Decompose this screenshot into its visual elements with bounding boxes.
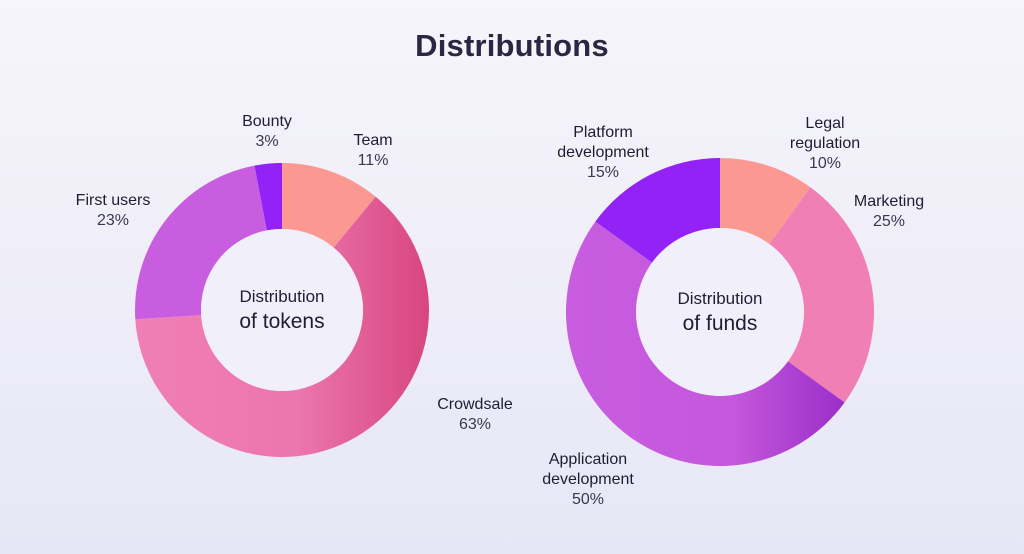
donut-hole <box>636 228 804 396</box>
page-title: Distributions <box>415 28 609 63</box>
donut-funds <box>565 158 874 466</box>
label-marketing: Marketing 25% <box>854 192 924 232</box>
label-crowdsale-name: Crowdsale <box>437 396 513 413</box>
label-team-pct: 11% <box>357 152 389 169</box>
slice-bounty <box>254 163 282 231</box>
center-tokens-line1: Distribution <box>239 287 325 306</box>
label-app-line1: Application development <box>542 451 634 488</box>
slice-team <box>282 163 376 248</box>
label-team: Team 11% <box>353 131 392 171</box>
label-legal-line1: Legal regulation <box>789 115 861 152</box>
label-bounty-pct: 3% <box>255 133 279 150</box>
label-first-users: First users 23% <box>76 191 151 231</box>
slice-platform-development <box>595 158 720 263</box>
slice-marketing <box>769 187 874 403</box>
center-funds-line2: of funds <box>682 312 758 335</box>
label-legal-pct: 10% <box>808 155 842 172</box>
label-marketing-pct: 25% <box>872 213 906 230</box>
label-team-name: Team <box>353 132 393 149</box>
label-first-users-name: First users <box>75 192 151 209</box>
label-marketing-name: Marketing <box>853 193 925 210</box>
label-application-development: Application development 50% <box>542 450 634 510</box>
label-bounty-name: Bounty <box>242 113 292 130</box>
donut-tokens <box>135 163 430 457</box>
center-funds-line1: Distribution <box>677 289 763 308</box>
donut-hole <box>201 229 363 391</box>
slice-legal-regulation <box>720 158 811 245</box>
center-label-funds: Distribution of funds <box>677 288 762 338</box>
slice-application-development <box>565 221 845 466</box>
label-crowdsale: Crowdsale 63% <box>437 395 513 435</box>
label-platform-development: Platform development 15% <box>557 123 649 183</box>
label-legal-regulation: Legal regulation 10% <box>790 114 860 174</box>
center-tokens-line2: of tokens <box>239 310 325 333</box>
slice-crowdsale <box>135 196 430 457</box>
label-crowdsale-pct: 63% <box>458 416 492 433</box>
center-label-tokens: Distribution of tokens <box>239 286 324 336</box>
label-app-pct: 50% <box>571 491 605 508</box>
slice-first-users <box>135 165 267 320</box>
label-platform-pct: 15% <box>586 164 620 181</box>
label-first-users-pct: 23% <box>96 212 130 229</box>
label-bounty: Bounty 3% <box>242 112 292 152</box>
label-platform-line1: Platform development <box>557 124 649 161</box>
